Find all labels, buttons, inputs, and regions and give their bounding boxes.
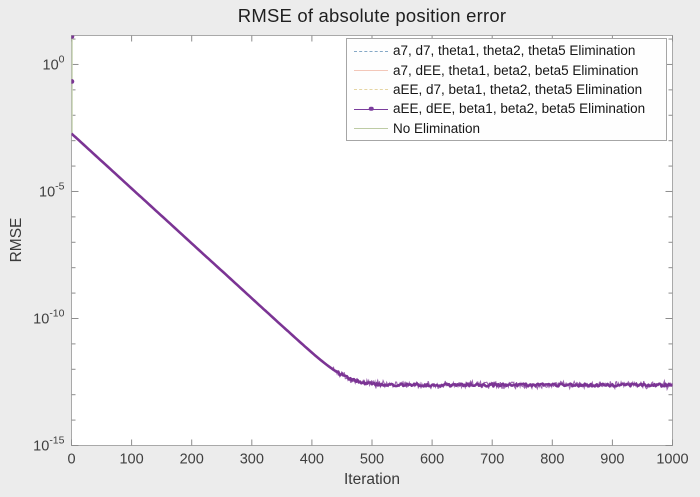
- legend-line-sample: [354, 99, 388, 118]
- svg-text:300: 300: [240, 452, 264, 468]
- legend-line-sample: [354, 119, 388, 138]
- svg-text:200: 200: [180, 452, 204, 468]
- legend-entry-label: aEE, dEE, beta1, beta2, beta5 Eliminatio…: [393, 101, 646, 117]
- chart-title: RMSE of absolute position error: [237, 5, 507, 26]
- svg-text:700: 700: [480, 452, 504, 468]
- legend-line-sample: [354, 41, 388, 60]
- svg-text:500: 500: [360, 452, 384, 468]
- legend-row: a7, dEE, theta1, beta2, beta5 Eliminatio…: [347, 61, 666, 80]
- svg-text:900: 900: [600, 452, 624, 468]
- x-axis-label: Iteration: [343, 471, 400, 488]
- legend-entry-label: aEE, d7, beta1, theta2, theta5 Eliminati…: [393, 81, 643, 97]
- legend-entry-label: No Elimination: [393, 120, 481, 136]
- legend-box: a7, d7, theta1, theta2, theta5 Eliminati…: [346, 38, 667, 141]
- legend-line-sample: [354, 61, 388, 80]
- svg-text:800: 800: [540, 452, 564, 468]
- svg-text:400: 400: [300, 452, 324, 468]
- legend-row: aEE, d7, beta1, theta2, theta5 Eliminati…: [347, 80, 666, 99]
- svg-text:0: 0: [67, 452, 75, 468]
- legend-row: a7, d7, theta1, theta2, theta5 Eliminati…: [347, 41, 666, 60]
- legend-line-sample: [354, 80, 388, 99]
- svg-text:100: 100: [119, 452, 143, 468]
- svg-text:10-5: 10-5: [39, 180, 65, 200]
- svg-text:10-15: 10-15: [33, 435, 64, 455]
- marker-dot-icon: [368, 106, 374, 112]
- svg-text:600: 600: [420, 452, 444, 468]
- legend-row: aEE, dEE, beta1, beta2, beta5 Eliminatio…: [347, 99, 666, 118]
- svg-text:100: 100: [43, 53, 65, 73]
- y-axis-label: RMSE: [8, 217, 25, 263]
- legend-row: No Elimination: [347, 119, 666, 138]
- svg-text:1000: 1000: [656, 452, 688, 468]
- svg-text:10-10: 10-10: [33, 307, 64, 327]
- legend-entry-label: a7, dEE, theta1, beta2, beta5 Eliminatio…: [393, 62, 639, 78]
- legend-entry-label: a7, d7, theta1, theta2, theta5 Eliminati…: [393, 43, 636, 59]
